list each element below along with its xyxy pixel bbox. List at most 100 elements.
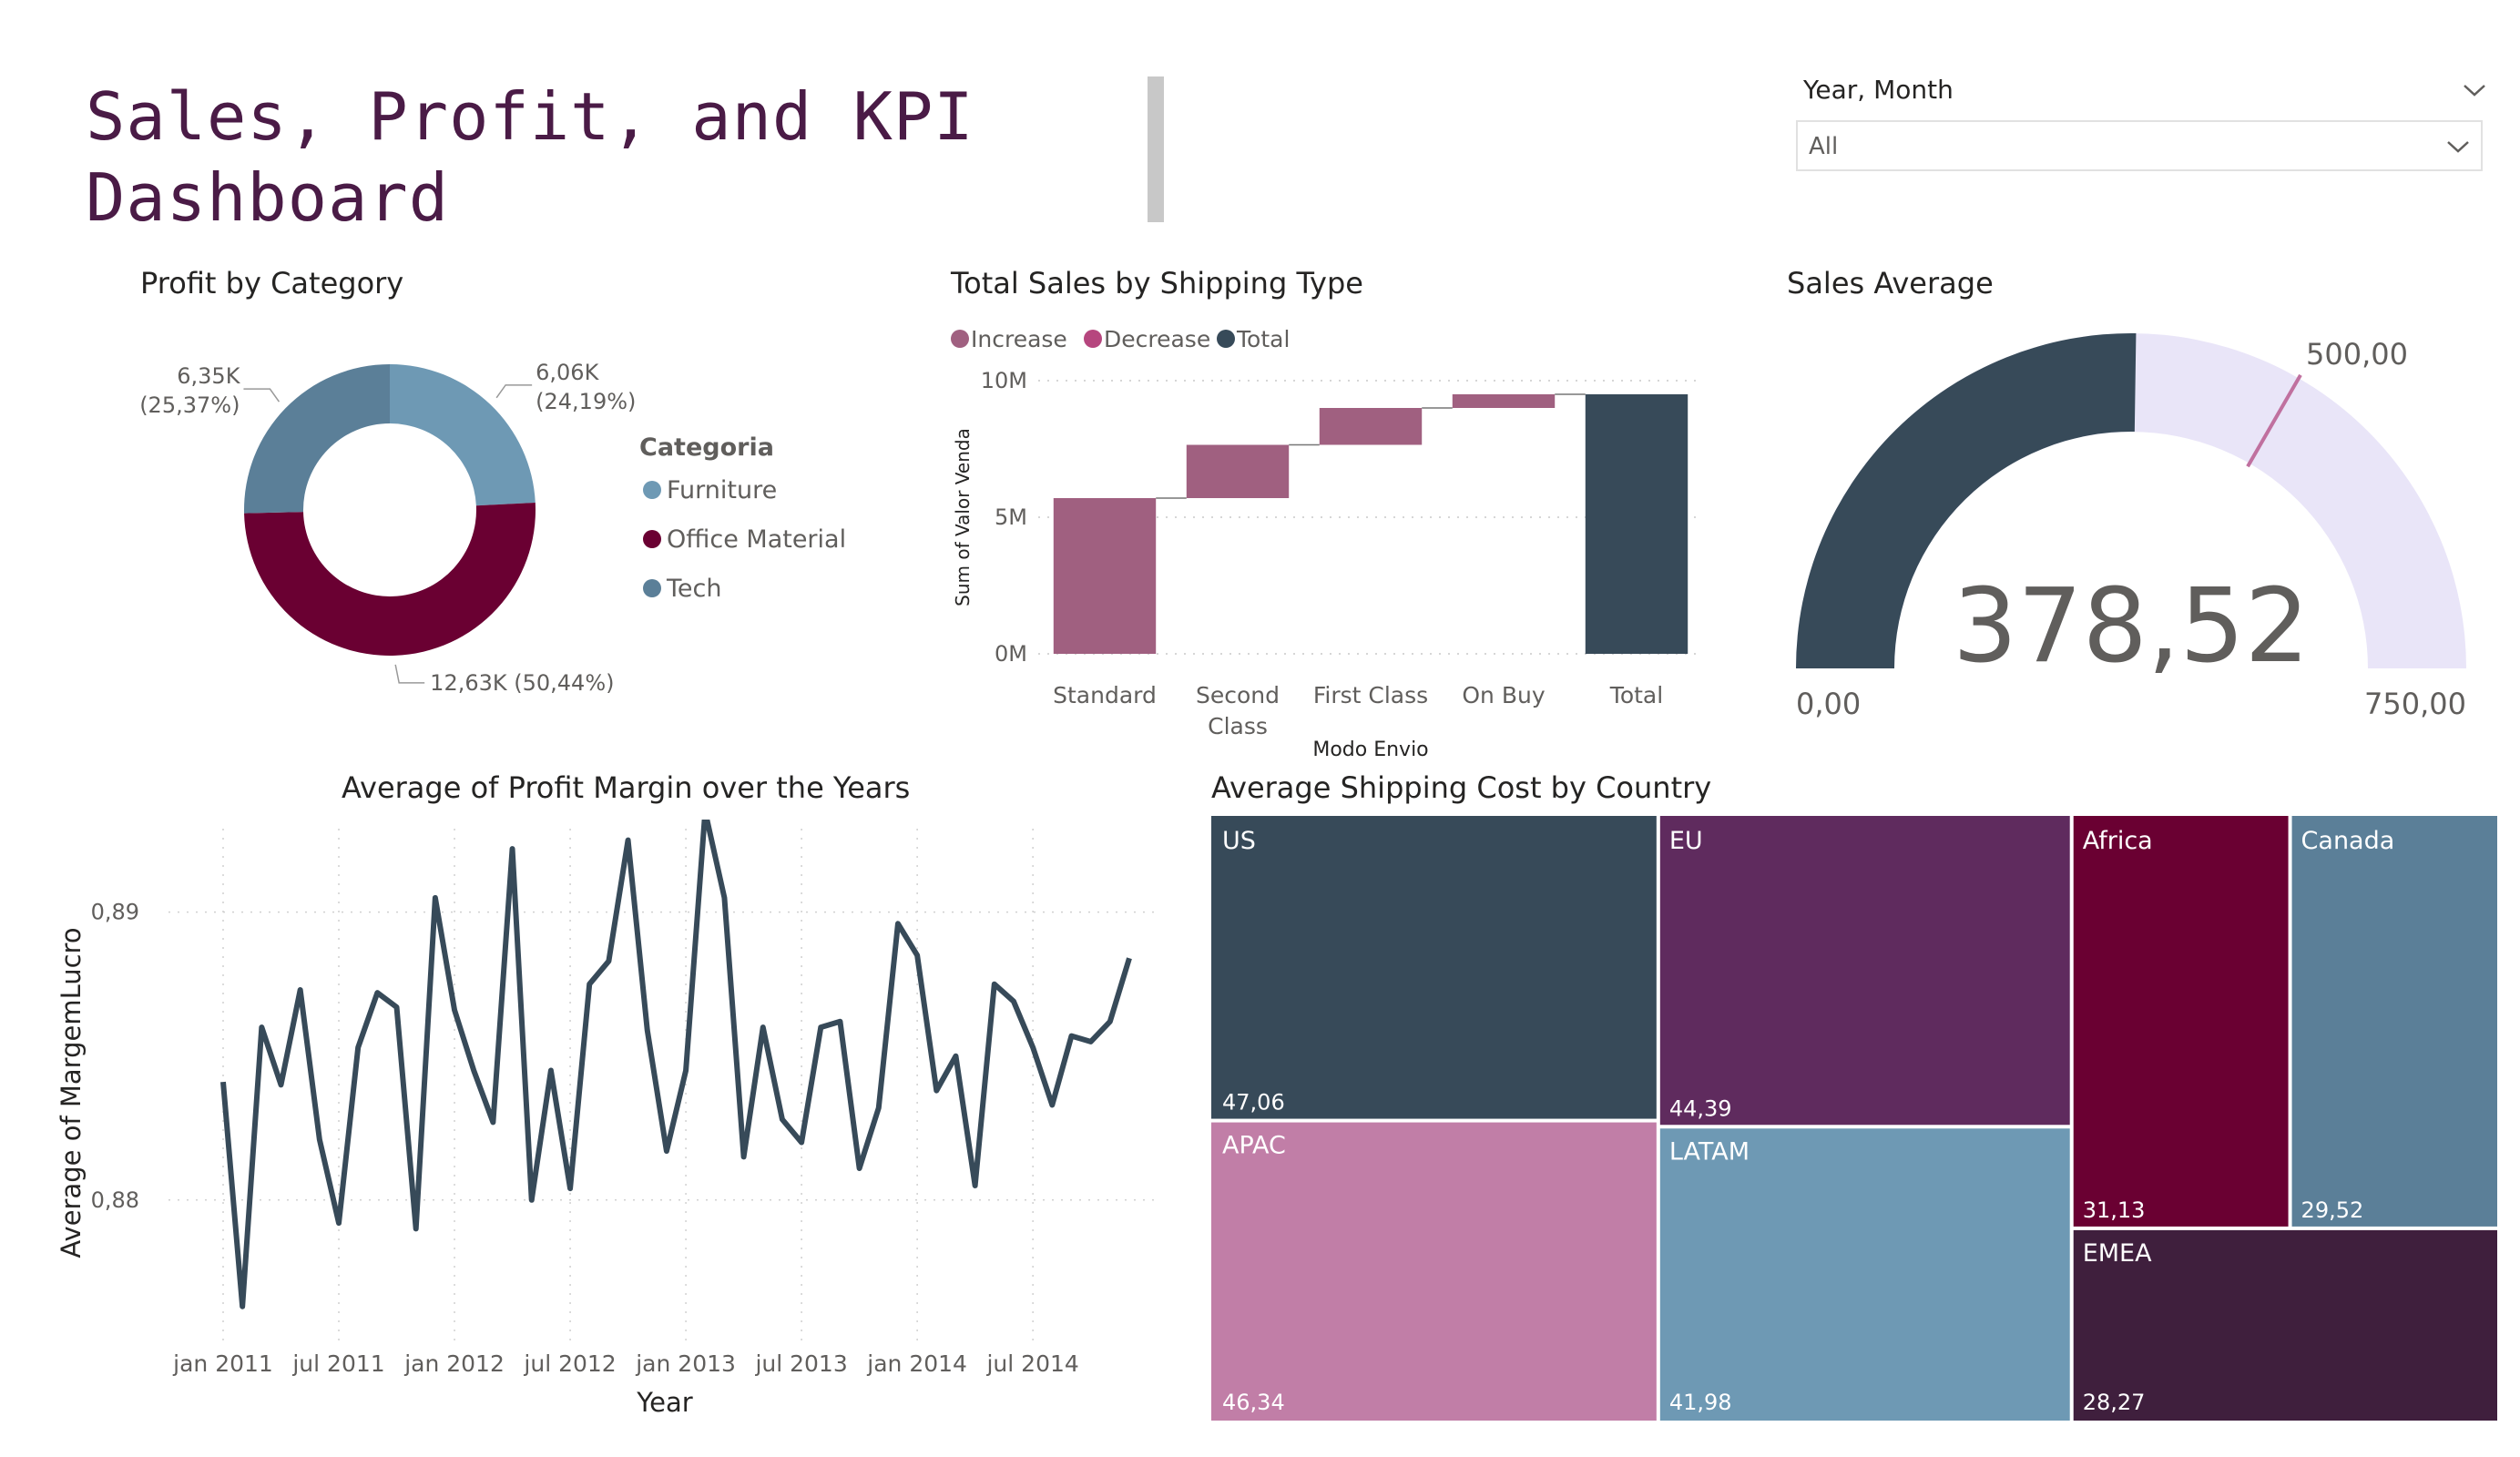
shipping-cost-treemap[interactable]: US 47,06 APAC 46,34 EU 44,39 LATAM 41,98 Africa 3… bbox=[1211, 816, 2497, 1421]
y-tick-label: 0,89 bbox=[91, 900, 139, 925]
legend-item-increase[interactable]: Increase bbox=[971, 326, 1067, 352]
leader-line bbox=[495, 384, 533, 399]
x-tick-label: jul 2011 bbox=[291, 1350, 384, 1377]
treemap-tile-value: 41,98 bbox=[1669, 1390, 1732, 1415]
x-tick-label: Total bbox=[1609, 682, 1663, 708]
x-axis-title: Modo Envio bbox=[1312, 739, 1428, 761]
legend-item-tech[interactable]: Tech bbox=[666, 575, 721, 603]
y-axis-title: Average of MargemLucro bbox=[56, 927, 87, 1258]
treemap-tile-label: US bbox=[1222, 827, 1256, 855]
y-tick-label: 10M bbox=[981, 368, 1027, 393]
x-tick-label: jul 2013 bbox=[754, 1350, 847, 1377]
x-tick-label: On Buy bbox=[1462, 682, 1545, 708]
profit-margin-line-chart[interactable]: jan 2011 jul 2011 jan 2012 jul 2012 jan 2013… bbox=[46, 820, 1184, 1430]
gauge-target-marker bbox=[2246, 373, 2302, 468]
legend-item-furniture[interactable]: Furniture bbox=[667, 476, 777, 504]
treemap-tile-value: 46,34 bbox=[1222, 1390, 1285, 1415]
treemap-tile-label: APAC bbox=[1222, 1132, 1286, 1160]
donut-title: Profit by Category bbox=[140, 266, 404, 301]
profit-by-category-donut[interactable]: 6,06K (24,19%) 12,63K (50,44%) 6,35K (25,37%… bbox=[137, 319, 893, 728]
gauge-max-label: 750,00 bbox=[2364, 687, 2466, 721]
legend-item-total[interactable]: Total bbox=[1236, 326, 1290, 352]
treemap-tile-label: Africa bbox=[2083, 827, 2153, 855]
y-tick-label: 5M bbox=[995, 504, 1027, 530]
treemap-tile-emea[interactable] bbox=[2073, 1229, 2497, 1421]
x-tick-label: Second bbox=[1196, 682, 1280, 708]
waterfall-bar-first-class[interactable] bbox=[1319, 408, 1423, 445]
page-title-line2: Dashboard bbox=[86, 159, 450, 236]
treemap-tile-us[interactable] bbox=[1211, 816, 1657, 1119]
x-tick-label: jan 2013 bbox=[635, 1350, 736, 1377]
series-line[interactable] bbox=[220, 820, 1132, 1309]
donut-slice-office-material[interactable] bbox=[244, 502, 536, 656]
title-divider bbox=[1148, 76, 1164, 222]
donut-value-percent-label: 12,63K (50,44%) bbox=[430, 670, 614, 696]
treemap-tile-latam[interactable] bbox=[1659, 1128, 2070, 1421]
chevron-down-icon[interactable] bbox=[2444, 133, 2472, 160]
treemap-tile-label: EMEA bbox=[2083, 1239, 2152, 1268]
x-tick-label: Standard bbox=[1053, 682, 1157, 708]
gauge-target-label: 500,00 bbox=[2306, 337, 2408, 372]
slicer-dropdown[interactable]: All bbox=[1796, 120, 2483, 171]
legend-item-decrease[interactable]: Decrease bbox=[1104, 326, 1210, 352]
treemap-title: Average Shipping Cost by Country bbox=[1211, 770, 1712, 805]
legend-swatch bbox=[951, 330, 969, 348]
x-tick-label: First Class bbox=[1313, 682, 1428, 708]
legend-swatch bbox=[643, 530, 661, 548]
legend-swatch bbox=[643, 481, 661, 499]
legend-item-office-material[interactable]: Office Material bbox=[667, 525, 846, 554]
slicer-label: Year, Month bbox=[1803, 75, 1954, 105]
legend-swatch bbox=[643, 579, 661, 597]
treemap-tile-label: LATAM bbox=[1669, 1137, 1750, 1166]
x-axis-title: Year bbox=[636, 1387, 692, 1418]
leader-line bbox=[243, 388, 281, 402]
treemap-tile-value: 31,13 bbox=[2083, 1197, 2146, 1223]
x-tick-label: jan 2012 bbox=[403, 1350, 505, 1377]
gauge-title: Sales Average bbox=[1787, 266, 1994, 301]
gauge-min-label: 0,00 bbox=[1796, 687, 1861, 721]
treemap-tile-value: 47,06 bbox=[1222, 1090, 1285, 1116]
legend-swatch bbox=[1084, 330, 1102, 348]
donut-value-label: 6,06K bbox=[536, 360, 599, 385]
slicer-value: All bbox=[1809, 133, 1839, 160]
line-title: Average of Profit Margin over the Years bbox=[342, 770, 911, 805]
legend-swatch bbox=[1217, 330, 1235, 348]
sales-average-gauge[interactable]: 500,00 378,52 0,00 750,00 bbox=[1767, 319, 2495, 738]
page-title: Sales, Profit, and KPI Dashboard bbox=[86, 76, 1124, 239]
y-axis-title: Sum of Valor Venda bbox=[952, 428, 974, 606]
treemap-tile-value: 29,52 bbox=[2301, 1197, 2364, 1223]
gauge-fill[interactable] bbox=[1796, 332, 2137, 668]
x-tick-label: jan 2014 bbox=[866, 1350, 967, 1377]
waterfall-bar-standard[interactable] bbox=[1053, 498, 1157, 654]
treemap-tile-value: 28,27 bbox=[2083, 1390, 2146, 1415]
treemap-tile-eu[interactable] bbox=[1659, 816, 2070, 1126]
page-title-line1: Sales, Profit, and KPI bbox=[86, 78, 974, 155]
chevron-down-icon[interactable] bbox=[2461, 76, 2488, 104]
y-tick-label: 0M bbox=[995, 641, 1027, 667]
donut-slice-tech[interactable] bbox=[244, 364, 390, 514]
waterfall-title: Total Sales by Shipping Type bbox=[951, 266, 1363, 301]
treemap-tile-value: 44,39 bbox=[1669, 1095, 1732, 1121]
treemap-tile-label: Canada bbox=[2301, 827, 2395, 855]
donut-percent-label: (25,37%) bbox=[139, 392, 240, 418]
legend-title: Categoria bbox=[639, 433, 774, 462]
x-tick-label: jul 2014 bbox=[985, 1350, 1078, 1377]
donut-slice-furniture[interactable] bbox=[390, 364, 536, 506]
treemap-tile-canada[interactable] bbox=[2291, 816, 2497, 1227]
donut-value-label: 6,35K bbox=[177, 363, 240, 389]
year-month-slicer[interactable]: Year, Month All bbox=[1796, 71, 2488, 173]
gauge-value: 378,52 bbox=[1953, 567, 2310, 686]
waterfall-bar-second-class[interactable] bbox=[1186, 444, 1290, 499]
donut-percent-label: (24,19%) bbox=[536, 389, 636, 414]
x-tick-label: jan 2011 bbox=[172, 1350, 273, 1377]
waterfall-bar-total[interactable] bbox=[1585, 394, 1689, 654]
y-tick-label: 0,88 bbox=[91, 1187, 139, 1213]
leader-line bbox=[394, 664, 425, 684]
x-tick-label: jul 2012 bbox=[523, 1350, 616, 1377]
treemap-tile-label: EU bbox=[1669, 827, 1703, 855]
treemap-tile-africa[interactable] bbox=[2073, 816, 2289, 1227]
sales-by-shipping-waterfall[interactable]: Increase Decrease Total 0M 5M 10M Standard Seco… bbox=[938, 317, 1730, 765]
treemap-tile-apac[interactable] bbox=[1211, 1122, 1657, 1421]
x-tick-label: Class bbox=[1208, 713, 1268, 739]
waterfall-bar-on-buy[interactable] bbox=[1452, 394, 1556, 408]
